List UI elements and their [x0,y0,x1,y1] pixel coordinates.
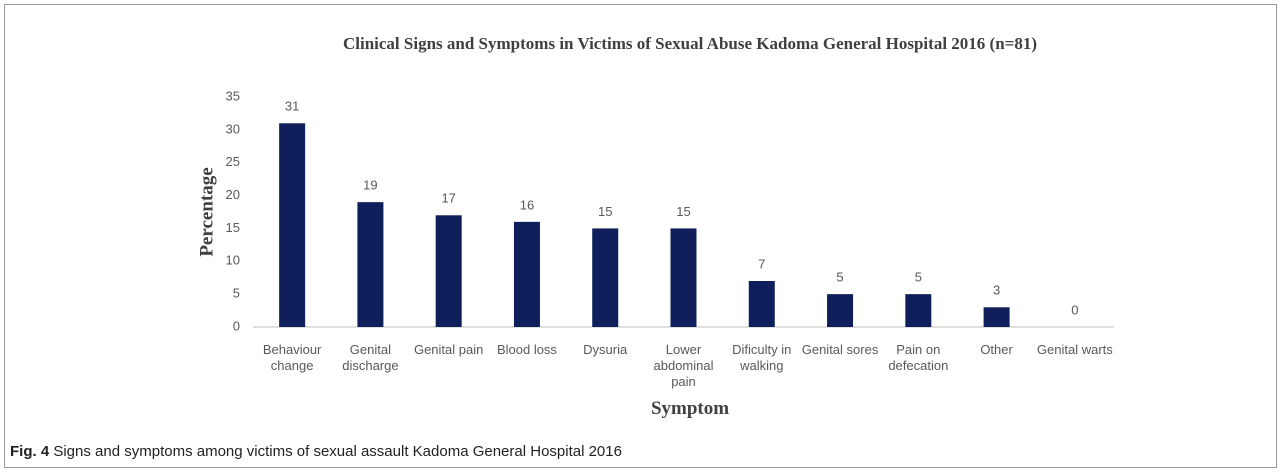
y-tick-label: 20 [226,187,240,202]
bar [983,307,1010,327]
bar [279,123,306,328]
y-tick-label: 0 [233,318,240,333]
bar [905,294,932,327]
data-label: 31 [285,99,299,114]
y-tick-label: 30 [226,121,240,136]
caption-text: Signs and symptoms among victims of sexu… [53,443,622,460]
x-tick-label: Dysuria [583,342,628,357]
x-tick-label: Dificulty in walking [732,342,792,373]
y-tick-label: 25 [226,154,240,169]
data-label: 3 [993,283,1000,298]
data-label: 16 [520,197,534,212]
y-axis-label: Percentage [196,167,217,256]
caption-label: Fig. 4 [10,443,50,460]
bar [513,221,540,327]
x-tick-label: Genital sores [801,342,879,357]
data-label: 15 [598,204,612,219]
x-tick-label: Pain on defecation [888,342,949,373]
data-label: 5 [836,270,843,285]
y-tick-label: 10 [226,253,240,268]
bar [592,228,619,327]
caption: Fig. 4 Signs and symptoms among victims … [10,443,622,460]
data-label: 17 [441,191,455,206]
data-label: 5 [915,270,922,285]
x-tick-label: Genital discharge [342,342,399,373]
x-tick-label: Genital warts [1036,342,1113,357]
bar [670,228,697,327]
y-tick-label: 15 [226,220,240,235]
bar [435,215,462,327]
figure-frame [4,4,1277,468]
x-tick-label: Behaviour change [262,342,322,373]
data-label: 15 [676,204,690,219]
data-label: 0 [1071,302,1078,317]
bar [748,281,775,327]
bar [357,202,384,327]
x-tick-label: Other [980,342,1013,357]
bar [827,294,854,327]
y-tick-label: 35 [226,88,240,103]
data-label: 7 [758,256,765,271]
x-axis-label: Symptom [650,398,730,419]
chart-title: Clinical Signs and Symptoms in Victims o… [342,34,1038,53]
x-tick-label: Lower abdominal pain [653,342,714,389]
y-tick-label: 5 [233,286,240,301]
data-label: 19 [363,178,377,193]
x-tick-label: Genital pain [413,342,484,357]
x-tick-label: Blood loss [496,342,557,357]
